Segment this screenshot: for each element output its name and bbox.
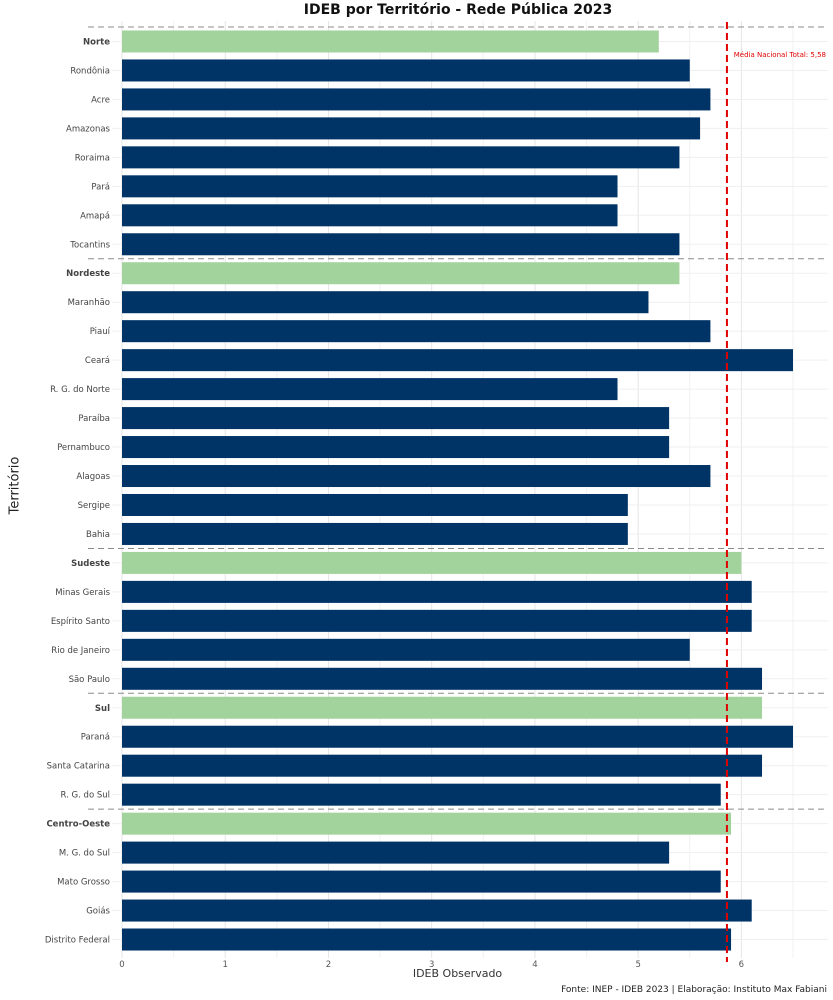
y-tick-label: Mato Grosso: [57, 878, 110, 888]
bar-region: [122, 262, 680, 285]
y-tick-label: Sergipe: [78, 501, 110, 511]
bar-region: [122, 696, 763, 719]
bar-state: [122, 407, 670, 430]
y-tick-label: São Paulo: [69, 675, 110, 685]
y-tick-label: Centro-Oeste: [46, 820, 110, 830]
bar-state: [122, 175, 618, 198]
bar-state: [122, 378, 618, 401]
y-tick-label: Acre: [91, 95, 110, 105]
bar-state: [122, 349, 793, 372]
y-tick-label: Paraíba: [78, 414, 110, 424]
bar-state: [122, 88, 711, 111]
bar-state: [122, 609, 752, 632]
bar-state: [122, 465, 711, 488]
bar-state: [122, 59, 690, 82]
bar-state: [122, 233, 680, 256]
bar-state: [122, 320, 711, 343]
y-tick-label: Paraná: [81, 733, 110, 743]
bar-state: [122, 146, 680, 169]
y-tick-label: M. G. do Sul: [59, 849, 110, 859]
y-tick-label: Bahia: [86, 530, 110, 540]
y-tick-label: Alagoas: [76, 472, 110, 482]
x-tick-label: 3: [429, 960, 434, 970]
y-tick-label: Roraima: [75, 153, 110, 163]
y-tick-label: Ceará: [85, 356, 110, 366]
bar-region: [122, 30, 659, 53]
bar-state: [122, 493, 628, 516]
x-tick-label: 1: [223, 960, 228, 970]
bar-state: [122, 291, 649, 314]
y-tick-label: Amazonas: [66, 124, 111, 134]
bar-state: [122, 783, 721, 806]
y-tick-label: Tocantins: [69, 240, 110, 250]
y-tick-label: Nordeste: [66, 269, 110, 279]
chart-caption: Fonte: INEP - IDEB 2023 | Elaboração: In…: [561, 985, 827, 995]
bar-state: [122, 522, 628, 545]
y-tick-label: Maranhão: [68, 298, 110, 308]
bar-state: [122, 638, 690, 661]
y-tick-label: Rio de Janeiro: [51, 646, 110, 656]
bar-state: [122, 928, 732, 951]
x-tick-label: 6: [739, 960, 744, 970]
bar-state: [122, 841, 670, 864]
y-tick-label: R. G. do Norte: [50, 385, 110, 395]
y-tick-label: R. G. do Sul: [61, 791, 110, 801]
x-tick-label: 2: [326, 960, 331, 970]
y-tick-label: Sudeste: [71, 559, 110, 569]
bar-state: [122, 667, 763, 690]
y-tick-label: Amapá: [80, 211, 110, 221]
bar-state: [122, 436, 670, 459]
x-tick-label: 5: [635, 960, 640, 970]
y-tick-label: Rondônia: [70, 65, 110, 76]
y-tick-label: Minas Gerais: [55, 588, 110, 598]
y-tick-label: Santa Catarina: [47, 762, 110, 772]
bar-state: [122, 204, 618, 227]
bar-region: [122, 551, 742, 574]
x-tick-label: 0: [119, 960, 124, 970]
y-tick-label: Piauí: [90, 327, 111, 337]
bar-state: [122, 754, 763, 777]
bar-state: [122, 725, 793, 748]
y-tick-label: Pará: [91, 182, 110, 192]
bar-state: [122, 899, 752, 922]
y-tick-label: Norte: [83, 37, 110, 47]
y-tick-label: Pernambuco: [57, 443, 110, 453]
x-axis-label: IDEB Observado: [412, 967, 503, 980]
bar-state: [122, 870, 721, 893]
y-tick-label: Distrito Federal: [45, 936, 110, 946]
x-tick-label: 4: [532, 960, 537, 970]
y-tick-label: Goiás: [86, 907, 110, 917]
bar-region: [122, 812, 732, 835]
y-tick-label: Espírito Santo: [51, 617, 110, 627]
chart-title: IDEB por Território - Rede Pública 2023: [303, 2, 613, 18]
bar-state: [122, 117, 701, 140]
reference-line-label: Média Nacional Total: 5,58: [734, 51, 826, 59]
bar-state: [122, 580, 752, 603]
y-tick-label: Sul: [95, 704, 110, 714]
